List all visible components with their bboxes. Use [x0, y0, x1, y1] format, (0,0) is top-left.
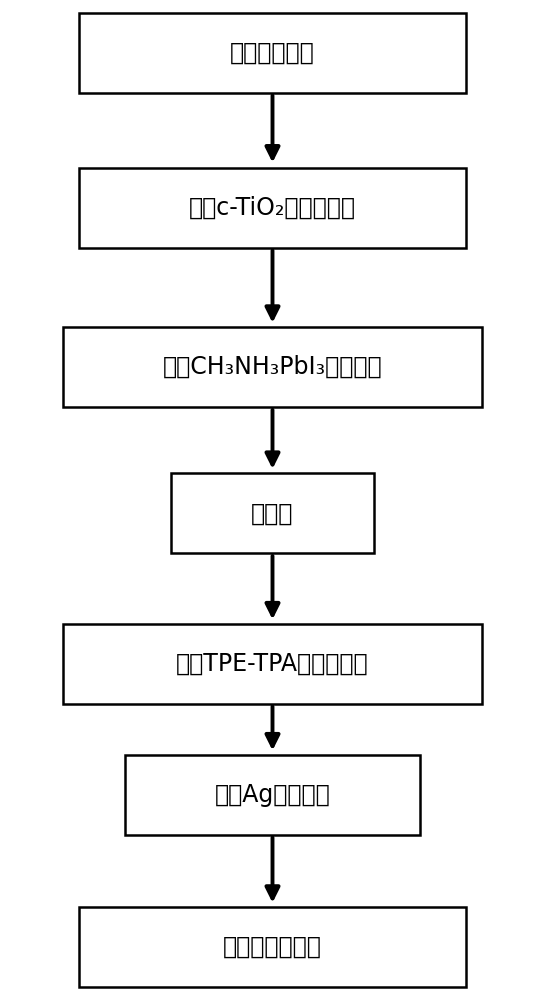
Bar: [63, 327, 482, 407]
Text: 前退火: 前退火: [251, 501, 294, 525]
Bar: [80, 907, 465, 987]
Text: 清洗衬底基片: 清洗衬底基片: [230, 41, 315, 65]
Bar: [80, 168, 465, 248]
Bar: [80, 13, 465, 93]
Text: 淀积c-TiO₂电子传输层: 淀积c-TiO₂电子传输层: [189, 196, 356, 220]
Text: 器件测试与表征: 器件测试与表征: [223, 935, 322, 959]
Bar: [171, 473, 374, 553]
Text: 淀积TPE-TPA空穴传输层: 淀积TPE-TPA空穴传输层: [176, 652, 369, 676]
Text: 淀积CH₃NH₃PbI₃光活性层: 淀积CH₃NH₃PbI₃光活性层: [163, 355, 382, 379]
Bar: [125, 755, 420, 835]
Text: 淀积Ag金属阳极: 淀积Ag金属阳极: [215, 783, 330, 807]
Bar: [63, 624, 482, 704]
